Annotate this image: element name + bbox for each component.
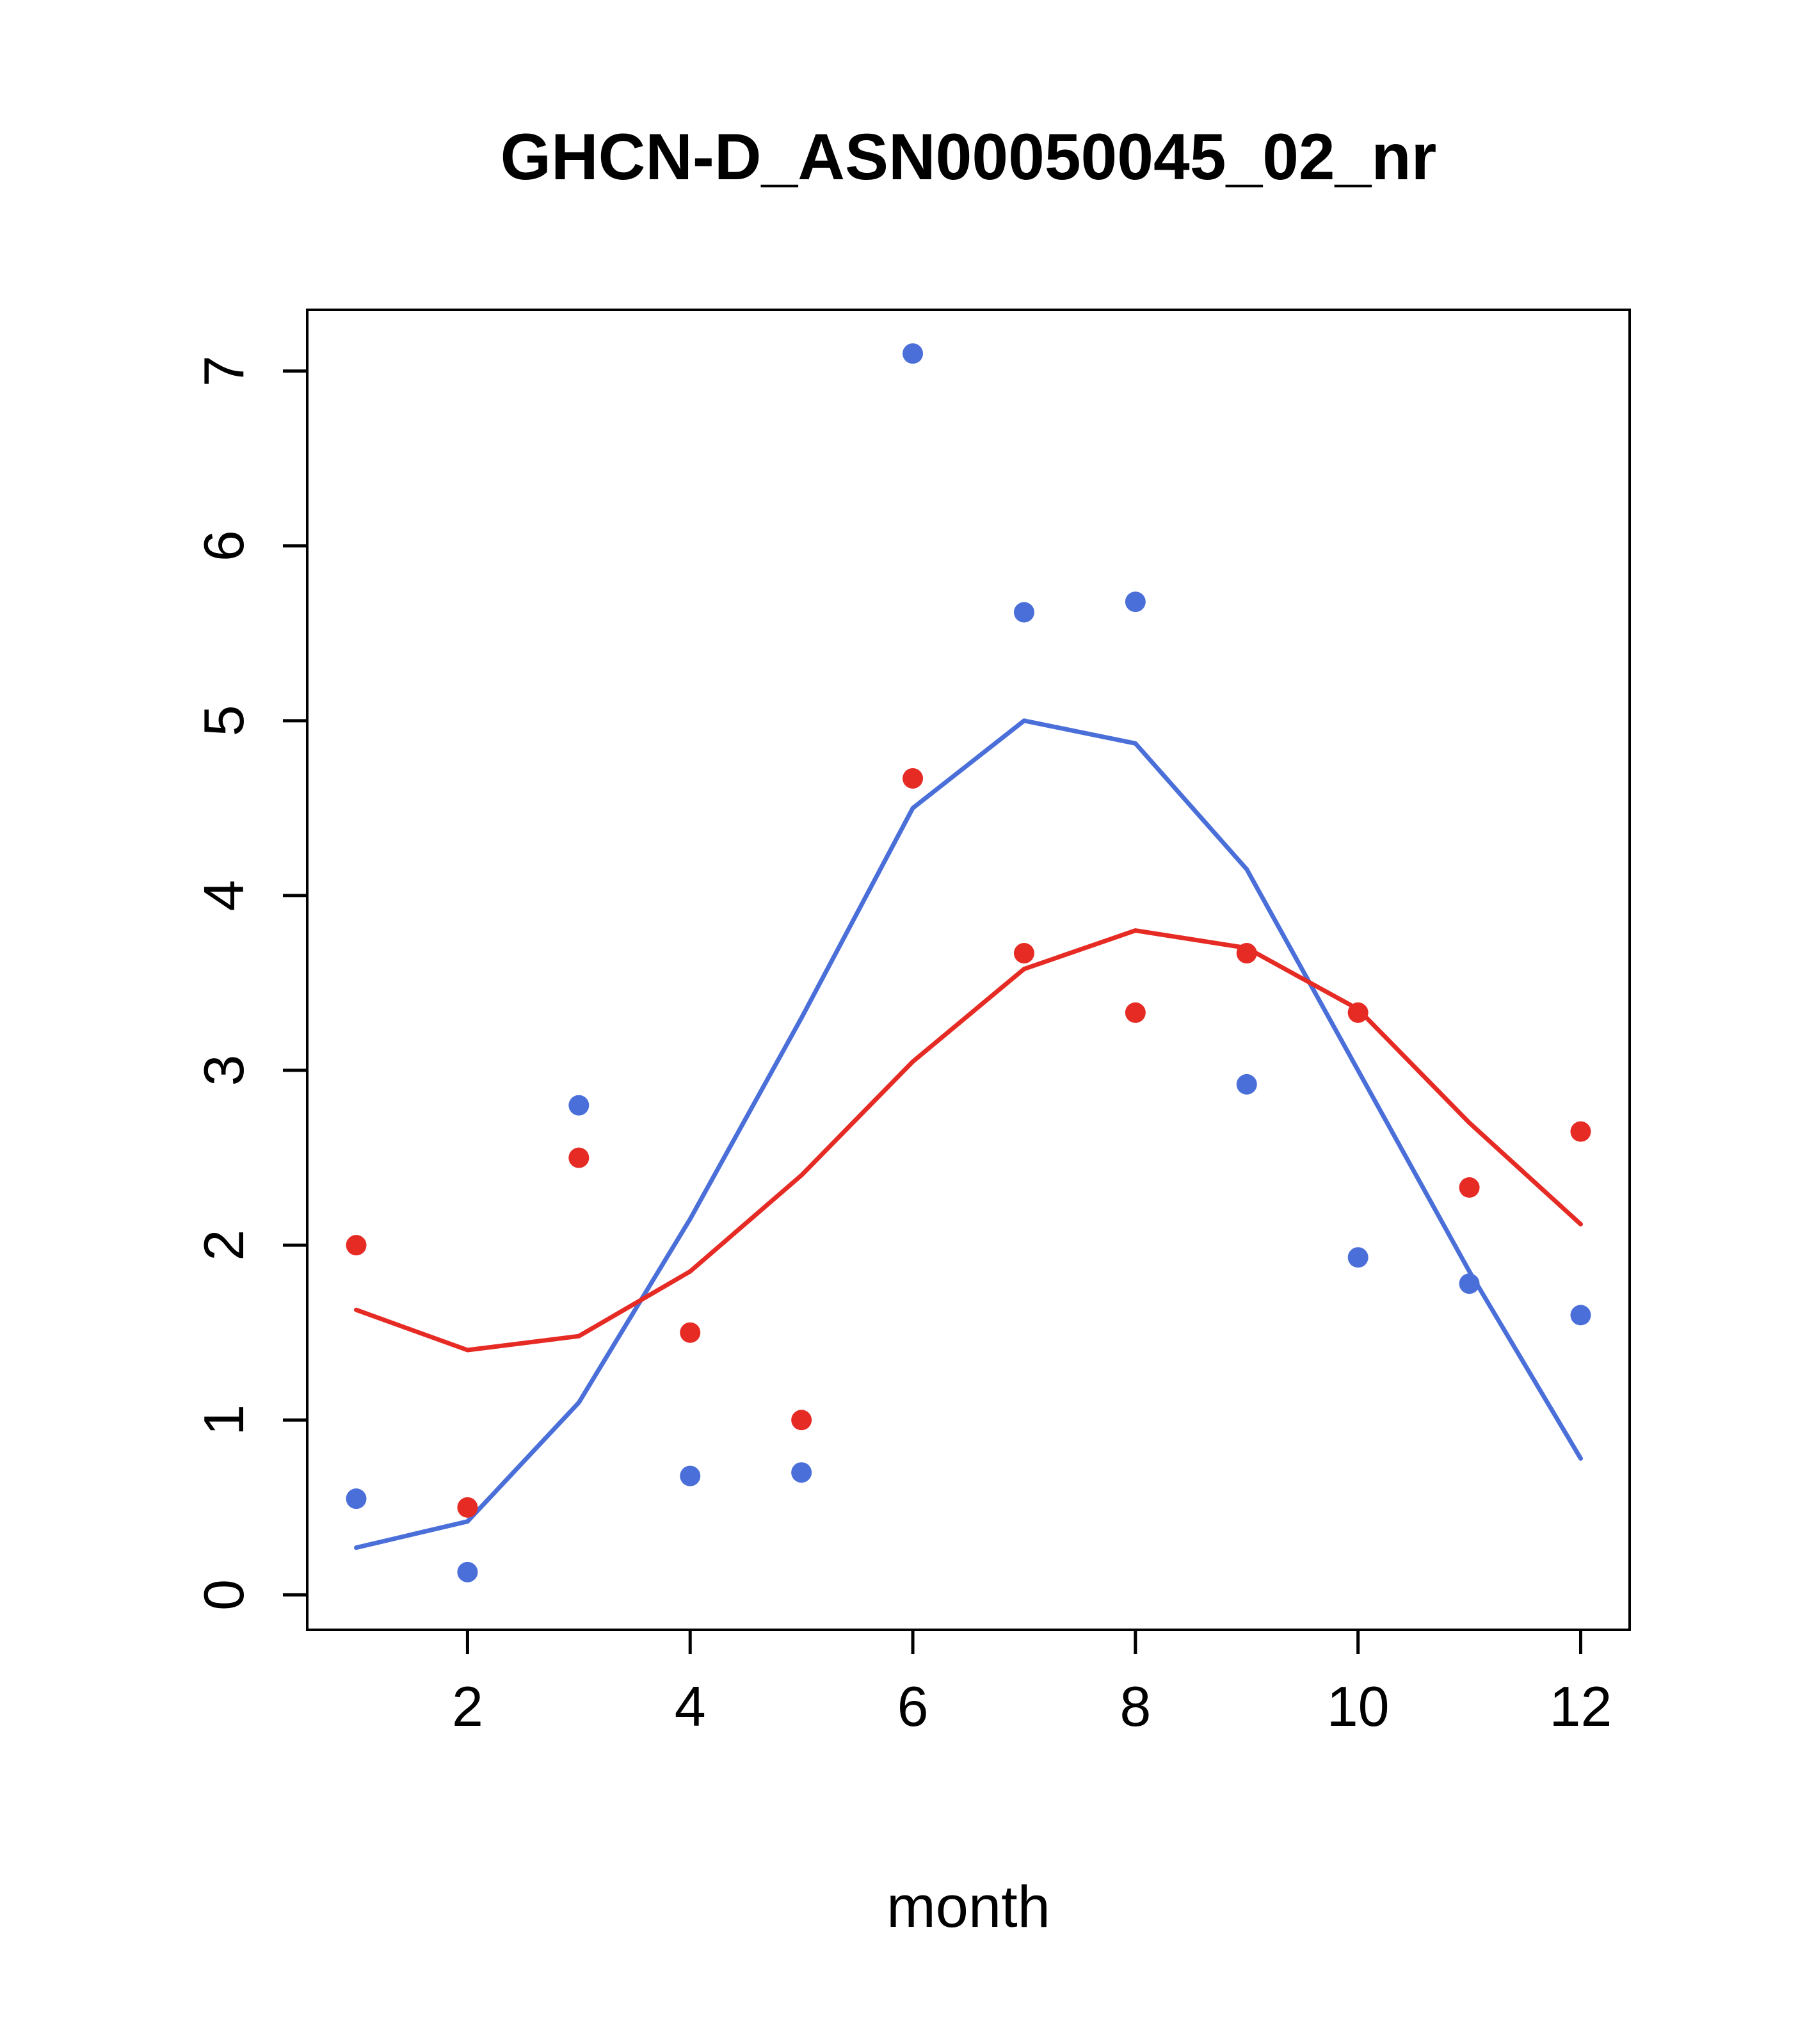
red-point <box>346 1235 367 1256</box>
red-point <box>1570 1121 1591 1142</box>
red-smooth-line <box>354 928 1583 1353</box>
blue-point <box>1459 1273 1480 1294</box>
red-point <box>680 1322 701 1343</box>
x-tick-label: 2 <box>452 1675 483 1738</box>
red-point <box>903 768 924 789</box>
blue-point <box>1570 1305 1591 1326</box>
blue-point <box>1347 1247 1369 1268</box>
blue-point <box>1013 602 1034 623</box>
y-tick-label: 4 <box>192 880 255 911</box>
x-tick-label: 8 <box>1120 1675 1151 1738</box>
y-tick-label: 1 <box>192 1404 255 1436</box>
blue-point <box>1125 591 1146 613</box>
red-point <box>457 1497 478 1518</box>
y-tick-label: 7 <box>192 355 255 387</box>
red-point <box>1125 1002 1146 1023</box>
blue-point <box>680 1465 701 1486</box>
x-tick-label: 10 <box>1327 1675 1390 1738</box>
y-tick-label: 3 <box>192 1055 255 1086</box>
x-tick-label: 6 <box>897 1675 929 1738</box>
y-tick-label: 6 <box>192 530 255 561</box>
plot-box <box>306 309 1631 1631</box>
blue-point <box>568 1095 590 1116</box>
red-point <box>791 1410 812 1431</box>
red-point <box>1236 943 1257 964</box>
red-point <box>1459 1177 1480 1198</box>
red-point <box>568 1147 590 1168</box>
y-tick-label: 2 <box>192 1230 255 1261</box>
x-tick-label: 12 <box>1550 1675 1612 1738</box>
blue-point <box>903 343 924 364</box>
y-tick-label: 0 <box>192 1579 255 1611</box>
y-tick-label: 5 <box>192 705 255 736</box>
red-point <box>1013 943 1034 964</box>
blue-point <box>457 1561 478 1582</box>
x-axis-label: month <box>887 1874 1050 1940</box>
blue-point <box>346 1488 367 1509</box>
blue-smooth-line <box>354 718 1583 1550</box>
x-tick-label: 4 <box>675 1675 706 1738</box>
blue-point <box>791 1462 812 1483</box>
blue-point <box>1236 1074 1257 1095</box>
red-point <box>1347 1002 1369 1023</box>
chart-title: GHCN-D_ASN00050045_02_nr <box>501 120 1437 193</box>
